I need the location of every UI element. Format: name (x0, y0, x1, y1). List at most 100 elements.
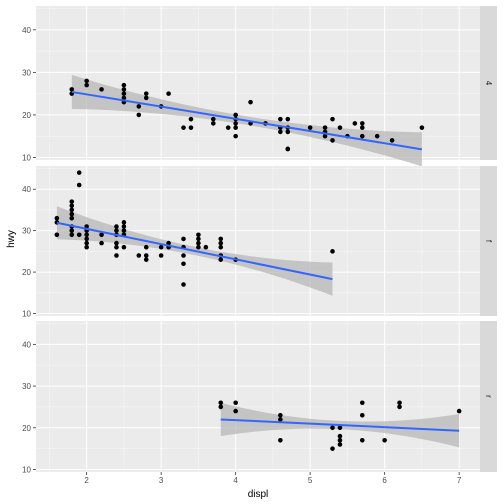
data-point (54, 215, 60, 221)
y-tick-label: 20 (22, 268, 31, 277)
data-point (158, 253, 164, 258)
x-axis: 2 3 4 5 6 7 (84, 472, 462, 485)
data-point (99, 232, 104, 238)
data-point (54, 232, 60, 238)
y-tick-label: 20 (22, 424, 31, 433)
data-point (121, 87, 127, 92)
data-point (233, 408, 238, 414)
data-point (181, 261, 186, 267)
data-point (99, 240, 104, 246)
data-point (233, 112, 238, 118)
data-point (337, 125, 343, 130)
data-point (196, 240, 201, 246)
data-point (359, 437, 365, 443)
data-point (84, 78, 89, 84)
data-point (121, 220, 127, 225)
data-point (233, 400, 238, 406)
data-point (218, 240, 224, 246)
data-point (352, 121, 358, 126)
data-point (84, 240, 89, 246)
x-tick-label: 6 (382, 476, 387, 485)
data-point (69, 228, 75, 233)
data-point (121, 95, 127, 101)
data-point (76, 170, 82, 175)
data-point (233, 125, 238, 130)
data-point (181, 253, 186, 258)
data-point (278, 116, 283, 122)
data-point (218, 404, 224, 410)
y-tick-label: 10 (22, 465, 31, 474)
data-point (322, 125, 328, 130)
x-tick-label: 3 (159, 476, 164, 485)
data-point (233, 121, 238, 126)
facet-strip (480, 166, 497, 316)
facet-panel: 10 20 30 40 f (22, 166, 497, 319)
facet-strip (480, 6, 497, 160)
data-point (84, 236, 89, 242)
data-point (211, 116, 216, 122)
data-point (218, 257, 224, 262)
data-point (196, 236, 201, 242)
data-point (121, 91, 127, 96)
y-tick-label: 30 (22, 227, 31, 236)
data-point (218, 244, 224, 250)
data-point (285, 129, 291, 135)
data-point (188, 116, 194, 122)
data-point (419, 125, 425, 130)
data-point (307, 125, 313, 130)
data-point (337, 442, 343, 447)
data-point (330, 116, 335, 122)
data-point (285, 146, 291, 152)
data-point (382, 437, 387, 443)
y-tick-label: 40 (22, 340, 31, 349)
data-point (456, 408, 462, 414)
data-point (166, 91, 171, 96)
data-point (84, 232, 89, 238)
data-point (278, 437, 283, 443)
data-point (196, 232, 201, 238)
data-point (225, 125, 231, 130)
data-point (143, 95, 149, 101)
data-point (278, 129, 283, 135)
y-tick-label: 10 (22, 153, 31, 162)
data-point (121, 244, 127, 250)
data-point (397, 404, 402, 410)
data-point (374, 133, 380, 139)
data-point (166, 240, 171, 246)
data-point (136, 104, 142, 109)
trend-line (220, 418, 460, 432)
data-point (69, 199, 75, 204)
y-tick-label: 20 (22, 111, 31, 120)
data-point (181, 236, 186, 242)
data-point (114, 253, 119, 258)
data-point (114, 244, 119, 250)
data-point (218, 236, 224, 242)
x-tick-label: 5 (308, 476, 313, 485)
y-tick-label: 30 (22, 68, 31, 77)
data-point (76, 182, 82, 188)
data-point (233, 133, 238, 139)
facet-panel: 10 20 30 40 4 (22, 6, 497, 167)
data-point (114, 240, 119, 246)
data-point (69, 207, 75, 213)
data-point (181, 125, 186, 130)
x-tick-label: 7 (457, 476, 462, 485)
data-point (330, 249, 335, 254)
facet-strip (480, 321, 497, 472)
data-point (69, 211, 75, 217)
data-point (121, 82, 127, 88)
data-point (99, 87, 104, 92)
data-point (359, 125, 365, 130)
data-point (218, 400, 224, 406)
x-tick-label: 2 (84, 476, 89, 485)
data-point (69, 215, 75, 221)
data-point (359, 133, 365, 139)
data-point (114, 224, 119, 229)
data-point (337, 437, 343, 443)
panel-background (36, 321, 480, 472)
data-point (359, 412, 365, 418)
data-point (337, 425, 343, 431)
data-point (188, 125, 194, 130)
data-point (69, 87, 75, 92)
